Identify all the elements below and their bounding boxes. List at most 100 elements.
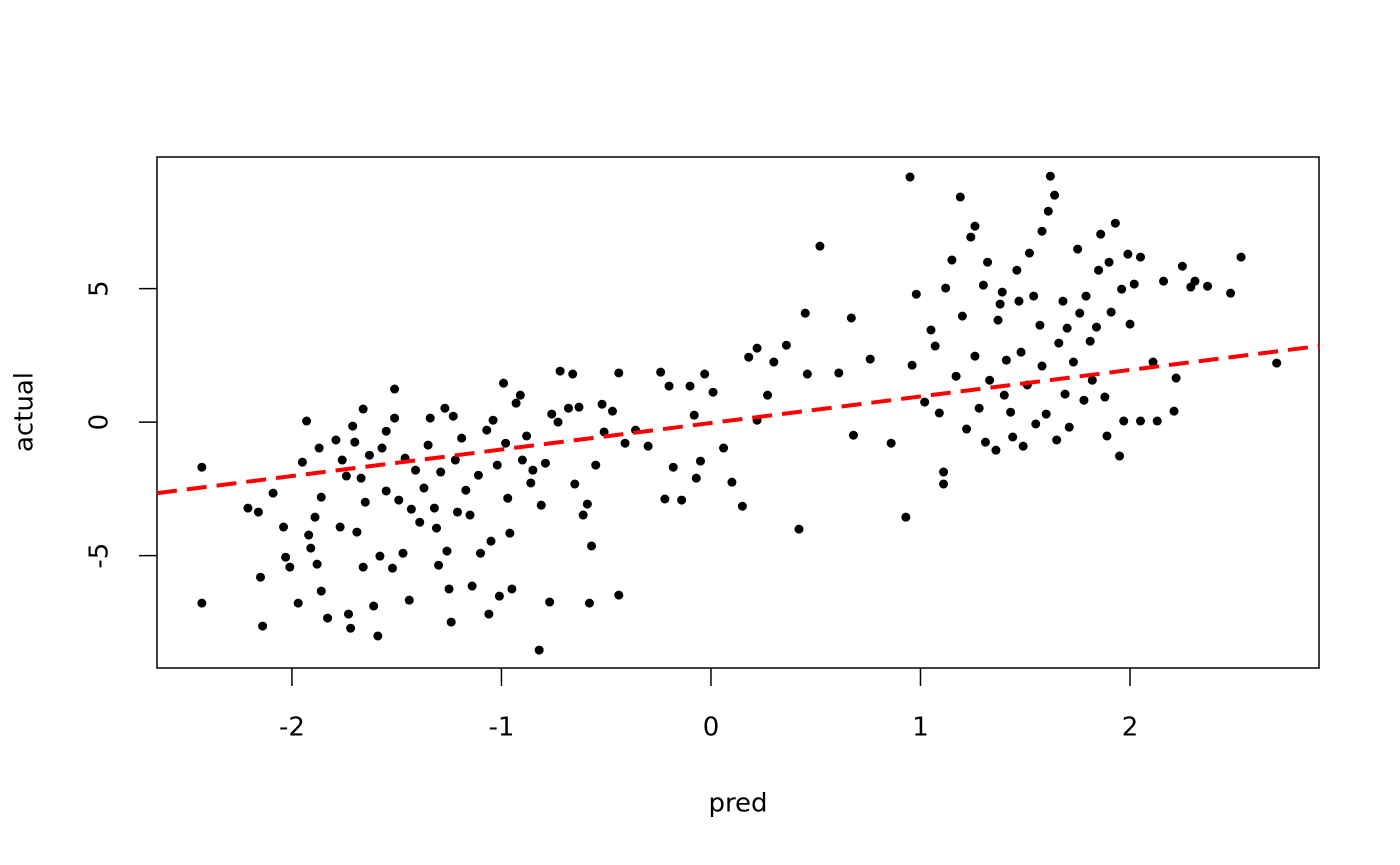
point (794, 524, 804, 534)
point (335, 522, 345, 532)
point (377, 443, 387, 453)
point (1087, 375, 1097, 385)
point (939, 479, 949, 489)
point (846, 313, 856, 323)
point (331, 435, 341, 445)
point (473, 470, 483, 480)
point (865, 354, 875, 364)
point (907, 360, 917, 370)
y-tick-label: -5 (85, 543, 115, 569)
point (436, 467, 446, 477)
point (448, 411, 458, 421)
point (781, 340, 791, 350)
point (991, 445, 1001, 455)
point (461, 485, 471, 495)
x-axis-label: pred (708, 789, 767, 819)
point (281, 552, 291, 562)
y-tick-label: 0 (85, 414, 115, 431)
point (597, 399, 607, 409)
point (584, 598, 594, 608)
point (534, 645, 544, 655)
point (486, 536, 496, 546)
point (1041, 409, 1051, 419)
point (614, 368, 624, 378)
point (1031, 419, 1041, 429)
point (323, 613, 333, 623)
point (381, 426, 391, 436)
point (957, 311, 967, 321)
point (985, 375, 995, 385)
point (310, 512, 320, 522)
point (1272, 358, 1282, 368)
point (1226, 288, 1236, 298)
point (285, 562, 295, 572)
point (429, 503, 439, 513)
x-tick-label: -2 (279, 713, 305, 743)
point (545, 597, 555, 607)
point (394, 495, 404, 505)
point (197, 462, 207, 472)
point (406, 504, 416, 514)
point (1035, 320, 1045, 330)
point (482, 425, 492, 435)
point (1152, 416, 1162, 426)
point (1100, 392, 1110, 402)
point (526, 478, 536, 488)
point (1169, 406, 1179, 416)
point (515, 390, 525, 400)
point (404, 595, 414, 605)
point (536, 500, 546, 510)
point (1102, 431, 1112, 441)
point (1129, 279, 1139, 289)
point (997, 287, 1007, 297)
point (1110, 218, 1120, 228)
point (664, 381, 674, 391)
point (815, 241, 825, 251)
point (304, 530, 314, 540)
point (1123, 249, 1133, 259)
point (1064, 422, 1074, 432)
point (1062, 323, 1072, 333)
point (1117, 284, 1127, 294)
fit-line (156, 344, 1320, 496)
point (243, 503, 253, 513)
point (467, 581, 477, 591)
point (1115, 451, 1125, 461)
point (1043, 206, 1053, 216)
point (350, 437, 360, 447)
point (744, 352, 754, 362)
point (503, 493, 513, 503)
point (947, 255, 957, 265)
point (1106, 307, 1116, 317)
point (348, 421, 358, 431)
point (540, 458, 550, 468)
point (390, 384, 400, 394)
point (1060, 389, 1070, 399)
point (390, 413, 400, 423)
point (1135, 416, 1145, 426)
point (570, 479, 580, 489)
point (312, 559, 322, 569)
point (1125, 319, 1135, 329)
point (966, 232, 976, 242)
point (934, 408, 944, 418)
point (314, 443, 324, 453)
point (974, 403, 984, 413)
point (668, 462, 678, 472)
point (578, 510, 588, 520)
point (501, 438, 511, 448)
point (1052, 435, 1062, 445)
point (1119, 416, 1129, 426)
point (1081, 291, 1091, 301)
point (574, 402, 584, 412)
point (568, 369, 578, 379)
y-axis-label: actual (10, 372, 40, 452)
point (993, 315, 1003, 325)
point (1171, 373, 1181, 383)
point (587, 541, 597, 551)
point (901, 512, 911, 522)
point (1008, 432, 1018, 442)
point (1045, 171, 1055, 181)
point (1014, 296, 1024, 306)
